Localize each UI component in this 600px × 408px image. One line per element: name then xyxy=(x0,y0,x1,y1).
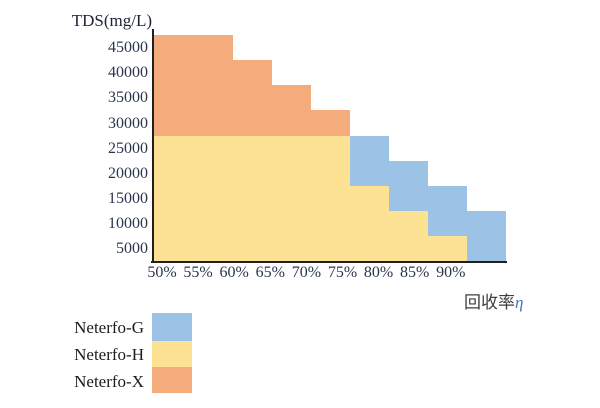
x-tick-label: 65% xyxy=(255,264,285,281)
eta-symbol: η xyxy=(515,293,524,312)
x-tick-label: 85% xyxy=(400,264,430,281)
y-tick-label: 5000 xyxy=(116,240,148,258)
chart-segment-neterfo-g xyxy=(349,135,390,162)
chart-segment-neterfo-h xyxy=(154,211,429,237)
legend-swatch-neterfo-h xyxy=(152,341,192,367)
y-tick-label: 25000 xyxy=(108,139,148,157)
chart-segment-neterfo-h xyxy=(154,236,468,262)
x-axis-line xyxy=(151,261,507,263)
y-tick-label: 35000 xyxy=(108,89,148,107)
x-tick-label: 55% xyxy=(183,264,213,281)
chart-segment-neterfo-x xyxy=(154,35,233,61)
y-tick-label: 30000 xyxy=(108,114,148,132)
x-tick-label: 50% xyxy=(147,264,177,281)
chart-segment-neterfo-g xyxy=(388,185,468,212)
y-tick-label: 10000 xyxy=(108,215,148,233)
y-tick-label: 15000 xyxy=(108,189,148,207)
x-tick-label: 60% xyxy=(219,264,249,281)
x-tick-label: 90% xyxy=(436,264,466,281)
y-axis-title: TDS(mg/L) xyxy=(71,11,152,30)
x-tick-label: 75% xyxy=(327,264,358,281)
x-axis-title: 回收率η xyxy=(464,288,523,313)
y-tick-label: 40000 xyxy=(108,64,148,82)
y-tick-label: 20000 xyxy=(108,164,148,182)
y-axis-line xyxy=(152,29,154,263)
x-tick-label: 70% xyxy=(291,264,322,281)
chart-segment-neterfo-h xyxy=(154,135,351,162)
chart-segment-neterfo-x xyxy=(154,60,272,86)
x-axis-title-text: 回收率 xyxy=(464,293,515,312)
chart-segment-neterfo-h xyxy=(154,185,390,212)
chart-segment-neterfo-g xyxy=(466,236,507,262)
chart-segment-neterfo-x xyxy=(154,110,351,137)
y-tick-label: 45000 xyxy=(108,39,148,57)
chart-segment-neterfo-g xyxy=(349,160,429,187)
chart-segment-neterfo-g xyxy=(427,211,507,237)
legend-swatch-neterfo-g xyxy=(152,313,192,341)
legend-swatch-neterfo-x xyxy=(152,367,192,393)
chart-segment-neterfo-x xyxy=(154,85,311,112)
legend-label-neterfo-x: Neterfo-X xyxy=(74,372,144,391)
x-tick-label: 80% xyxy=(363,264,394,281)
legend-label-neterfo-h: Neterfo-H xyxy=(74,345,144,364)
legend-label-neterfo-g: Neterfo-G xyxy=(74,318,144,337)
chart-segment-neterfo-h xyxy=(154,160,351,187)
